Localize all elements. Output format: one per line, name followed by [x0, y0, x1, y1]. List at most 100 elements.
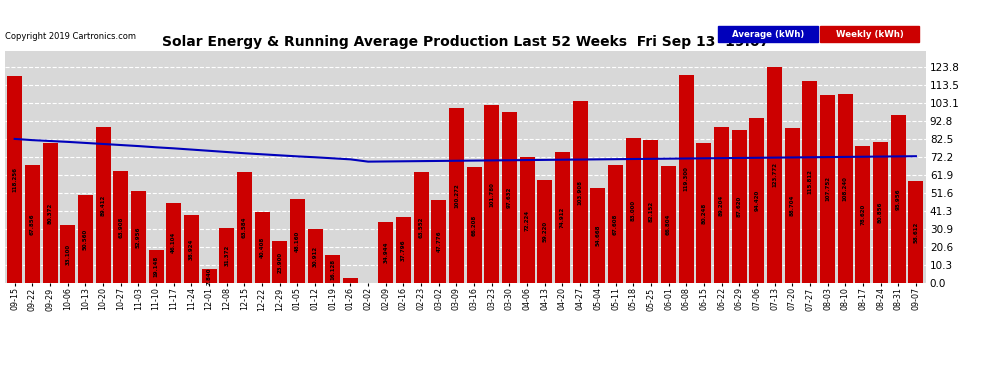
Bar: [290, 199, 305, 283]
Bar: [820, 95, 836, 283]
Text: 40.408: 40.408: [259, 237, 264, 258]
Text: 97.632: 97.632: [507, 187, 512, 209]
Bar: [767, 67, 782, 283]
Bar: [785, 128, 800, 283]
Text: 94.420: 94.420: [754, 190, 759, 211]
Text: 38.924: 38.924: [189, 238, 194, 260]
Bar: [113, 171, 129, 283]
Text: 16.128: 16.128: [331, 258, 336, 280]
Text: 95.956: 95.956: [896, 189, 901, 210]
Bar: [202, 269, 217, 283]
Bar: [520, 157, 535, 283]
Text: 59.220: 59.220: [543, 221, 547, 242]
Bar: [732, 130, 746, 283]
Text: 33.100: 33.100: [65, 244, 70, 265]
Text: 23.900: 23.900: [277, 252, 282, 273]
Bar: [432, 200, 446, 283]
Text: 63.552: 63.552: [419, 217, 424, 238]
Bar: [396, 217, 411, 283]
Bar: [343, 278, 358, 283]
Text: 108.240: 108.240: [842, 176, 847, 201]
Bar: [838, 94, 852, 283]
Text: 37.796: 37.796: [401, 239, 406, 261]
Bar: [555, 152, 570, 283]
Bar: [378, 222, 393, 283]
Bar: [414, 172, 429, 283]
Bar: [909, 181, 924, 283]
FancyBboxPatch shape: [820, 26, 919, 42]
Bar: [148, 250, 163, 283]
Text: 88.704: 88.704: [790, 195, 795, 216]
Bar: [308, 229, 323, 283]
Bar: [538, 180, 552, 283]
Bar: [608, 165, 623, 283]
Bar: [78, 195, 93, 283]
Bar: [60, 225, 75, 283]
Bar: [166, 202, 181, 283]
Bar: [661, 166, 676, 283]
Bar: [484, 105, 499, 283]
Bar: [448, 108, 464, 283]
Text: 115.812: 115.812: [808, 170, 813, 194]
Text: 89.412: 89.412: [101, 194, 106, 216]
Bar: [572, 102, 588, 283]
Text: 47.776: 47.776: [437, 231, 442, 252]
Text: 100.272: 100.272: [454, 183, 459, 208]
Text: 80.856: 80.856: [878, 202, 883, 223]
Bar: [891, 116, 906, 283]
Text: 123.772: 123.772: [772, 162, 777, 188]
Text: 31.372: 31.372: [224, 245, 230, 266]
Bar: [590, 188, 605, 283]
Text: 66.208: 66.208: [471, 214, 476, 236]
Text: Copyright 2019 Cartronics.com: Copyright 2019 Cartronics.com: [5, 32, 136, 41]
Text: Weekly (kWh): Weekly (kWh): [836, 30, 903, 39]
Text: 7.840: 7.840: [207, 267, 212, 285]
Text: 63.908: 63.908: [118, 217, 123, 238]
Text: 54.668: 54.668: [595, 225, 600, 246]
Bar: [855, 146, 870, 283]
Text: 119.300: 119.300: [684, 166, 689, 191]
Bar: [184, 215, 199, 283]
Bar: [749, 118, 764, 283]
Text: 74.912: 74.912: [560, 207, 565, 228]
Bar: [237, 172, 251, 283]
Text: 72.224: 72.224: [525, 209, 530, 231]
Text: 34.944: 34.944: [383, 242, 388, 263]
Text: 66.804: 66.804: [666, 214, 671, 236]
Bar: [466, 167, 482, 283]
Text: 83.000: 83.000: [631, 200, 636, 221]
Text: 118.256: 118.256: [12, 167, 17, 192]
Bar: [873, 142, 888, 283]
Text: 80.372: 80.372: [48, 202, 52, 223]
Text: 82.152: 82.152: [648, 201, 653, 222]
Bar: [131, 190, 146, 283]
Text: 50.560: 50.560: [83, 228, 88, 249]
Bar: [272, 242, 287, 283]
Text: 67.856: 67.856: [30, 213, 35, 235]
Text: 78.620: 78.620: [860, 204, 865, 225]
Bar: [219, 228, 235, 283]
Text: 107.752: 107.752: [825, 177, 830, 201]
Bar: [679, 75, 694, 283]
Text: 58.612: 58.612: [914, 221, 919, 243]
Text: 103.908: 103.908: [578, 180, 583, 205]
Text: 80.248: 80.248: [701, 202, 707, 223]
Bar: [502, 112, 517, 283]
Text: 48.160: 48.160: [295, 230, 300, 252]
Text: 89.204: 89.204: [719, 195, 724, 216]
Text: 87.620: 87.620: [737, 196, 742, 217]
Bar: [802, 81, 818, 283]
Text: 67.608: 67.608: [613, 213, 618, 235]
FancyBboxPatch shape: [719, 26, 818, 42]
Bar: [254, 213, 269, 283]
Bar: [95, 127, 111, 283]
Text: 63.584: 63.584: [242, 217, 247, 238]
Bar: [326, 255, 341, 283]
Text: 30.912: 30.912: [313, 246, 318, 267]
Bar: [7, 76, 22, 283]
Text: 19.148: 19.148: [153, 256, 158, 277]
Text: 101.780: 101.780: [489, 182, 494, 207]
Bar: [644, 140, 658, 283]
Text: 46.104: 46.104: [171, 232, 176, 254]
Text: Average (kWh): Average (kWh): [732, 30, 804, 39]
